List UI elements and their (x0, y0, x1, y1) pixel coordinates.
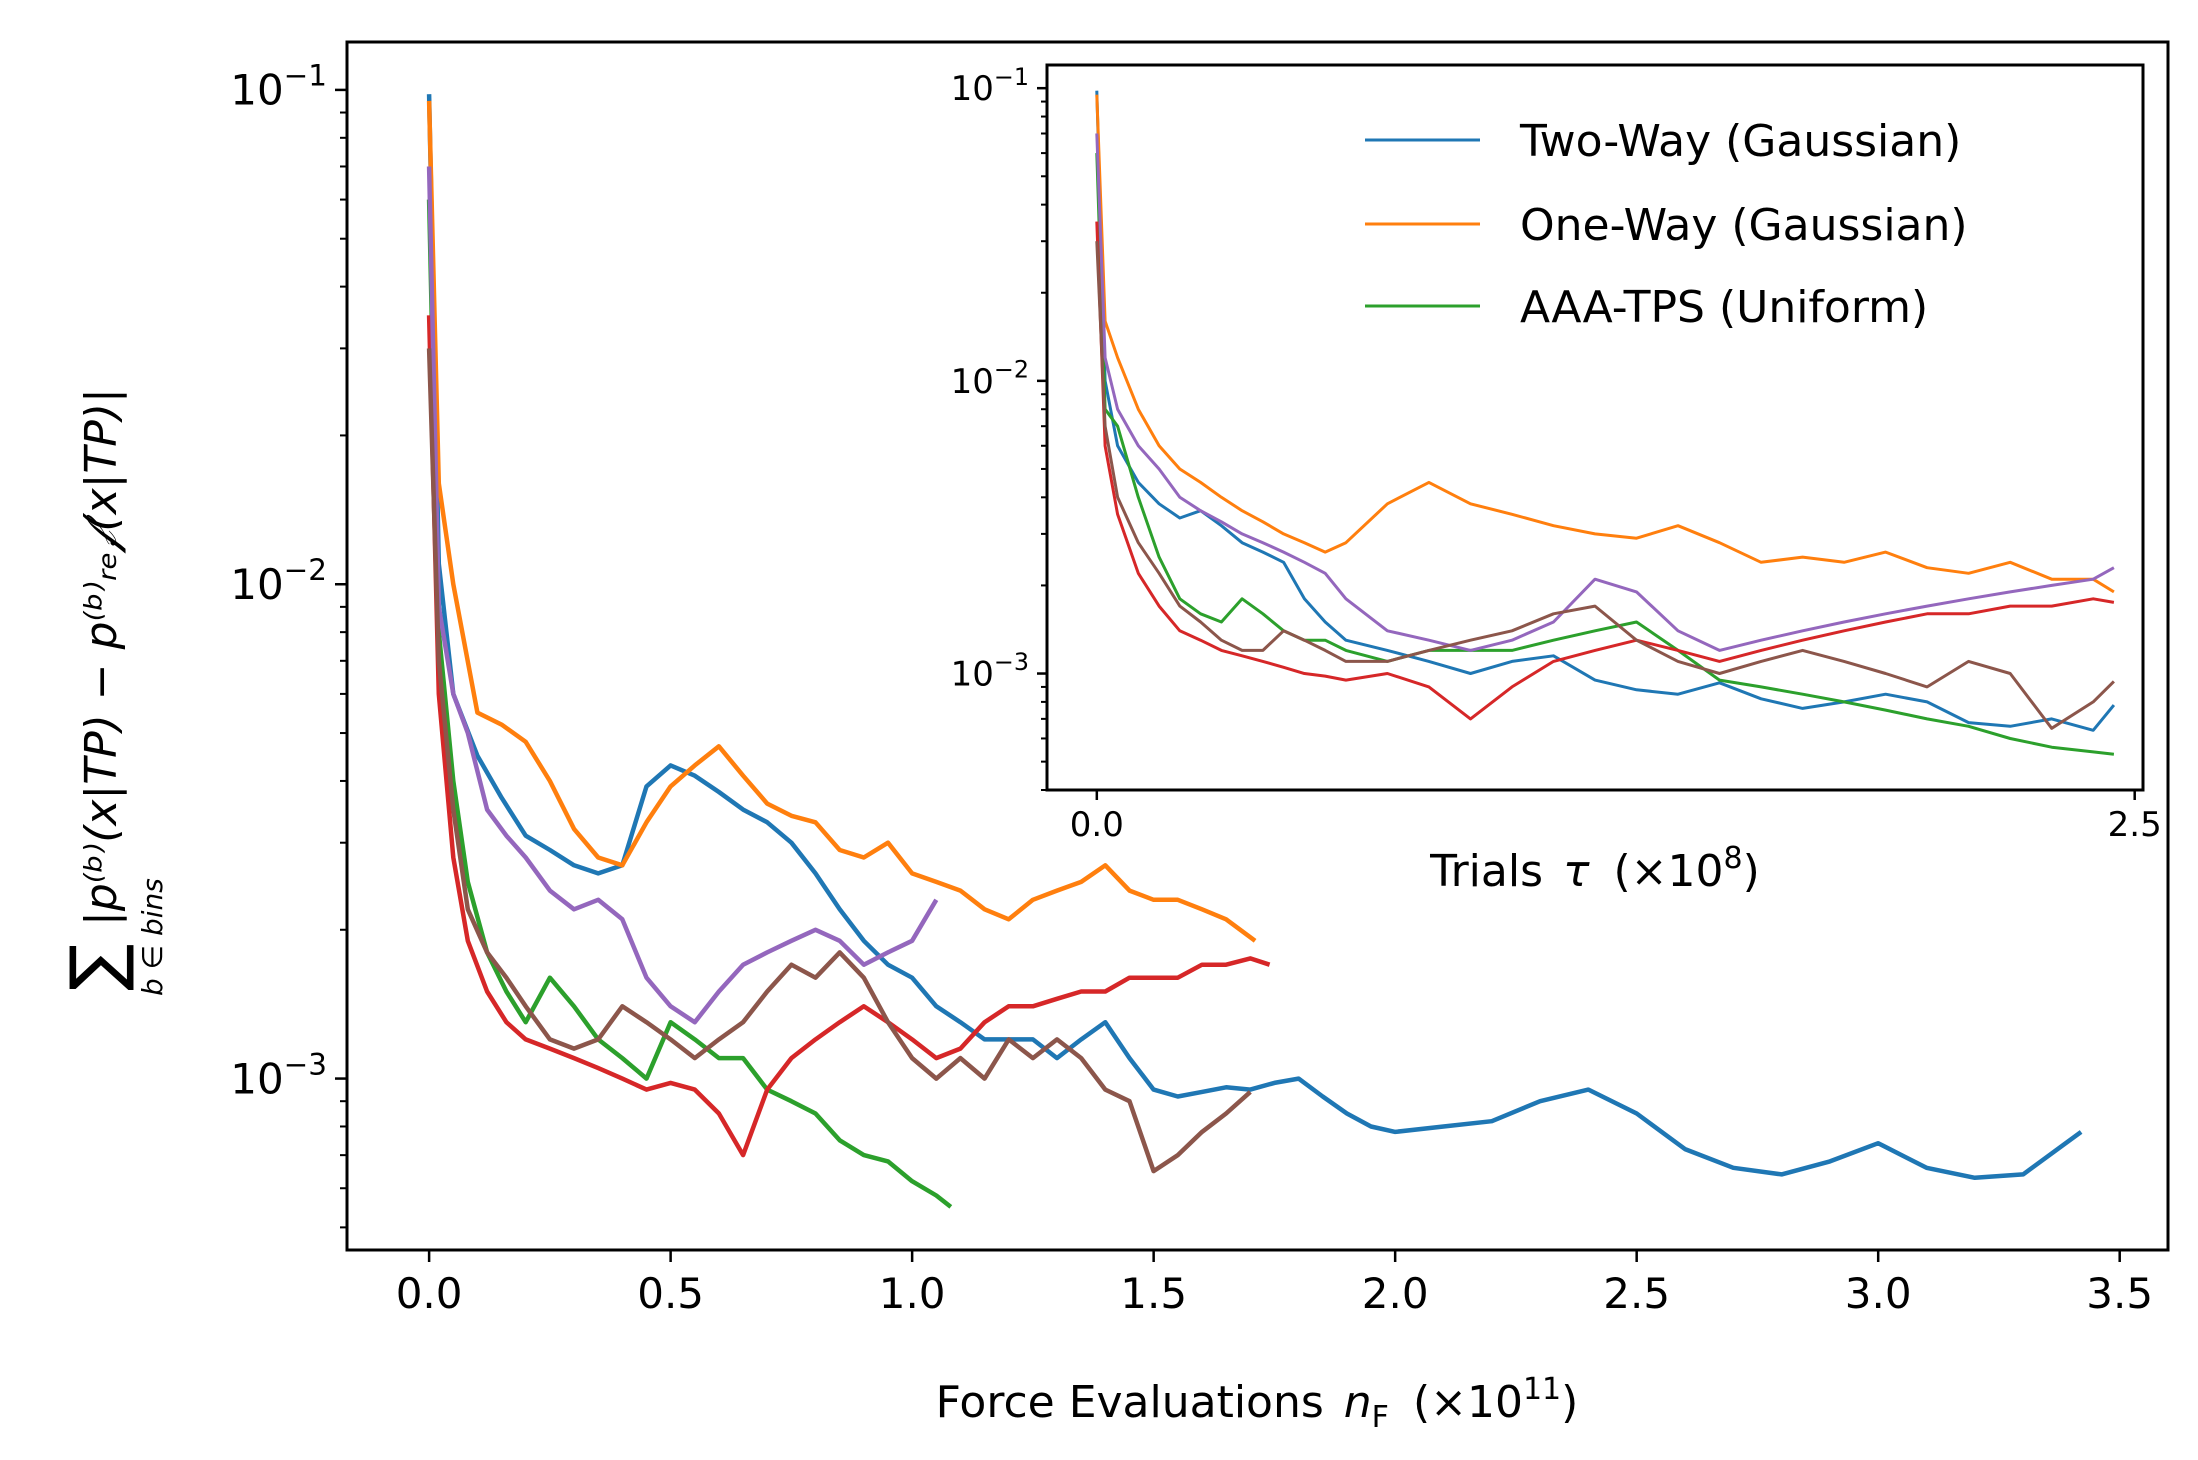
main-y-axis-sum: ∑ (55, 944, 137, 991)
main-y-tick-label: 10−1 (230, 59, 327, 115)
inset-series-line-4 (1095, 221, 2115, 721)
main-x-tick-label: 0.5 (637, 1269, 704, 1318)
main-plot-frame (345, 40, 2170, 1252)
inset-y-tick-label: 10−1 (951, 63, 1029, 109)
inset-plot-frame (1045, 63, 2145, 792)
inset-series-line-1 (1095, 90, 2116, 732)
inset-x-tick-label: 0.0 (1070, 805, 1124, 845)
main-y-axis-label: ∑ b ∈ bins |p⁽ᵇ⁾(x|TP) − p⁽ᵇ⁾ᵣₑ𝒻(x|TP)| (55, 388, 169, 996)
inset-legend: Two-Way (Gaussian) One-Way (Gaussian) AA… (1365, 116, 1968, 333)
inset-series-line-2 (1095, 94, 2115, 594)
inset-y-tick-label: 10−2 (951, 355, 1029, 401)
main-x-tick-label: 3.0 (1845, 1269, 1912, 1318)
legend-label-aaa-tps: AAA-TPS (Uniform) (1520, 282, 1928, 333)
main-x-tick-label: 3.5 (2086, 1269, 2153, 1318)
inset-series-line-5 (1095, 133, 2115, 652)
main-series-line-4 (426, 315, 1271, 1158)
inset-y-tick-label: 10−3 (951, 648, 1029, 694)
inset-x-axis-label: Trials τ (×108) (1429, 841, 1760, 897)
main-x-axis-label: Force Evaluations nF (×1011) (936, 1372, 1579, 1438)
main-x-tick-label: 2.0 (1362, 1269, 1429, 1318)
main-series-line-2 (426, 100, 1257, 943)
main-series-line-5 (426, 166, 939, 1025)
main-x-tick-label: 2.5 (1603, 1269, 1670, 1318)
inset-background (1047, 65, 2143, 790)
inset-series-line-6 (1095, 241, 2115, 730)
main-y-tick-label: 10−3 (230, 1047, 327, 1103)
main-y-axis-expression: |p⁽ᵇ⁾(x|TP) − p⁽ᵇ⁾ᵣₑ𝒻(x|TP)| (76, 388, 127, 926)
legend-label-two-way: Two-Way (Gaussian) (1519, 116, 1961, 167)
inset-plot: 0.0 2.5 10−3 10−2 10−1 Trials τ (×108) Two-… (951, 63, 2162, 897)
main-y-tick-label: 10−2 (230, 553, 327, 609)
main-y-axis-sum-subscript: b ∈ bins (136, 878, 169, 996)
main-x-tick-label: 0.0 (396, 1269, 463, 1318)
main-x-tick-label: 1.5 (1120, 1269, 1187, 1318)
inset-x-tick-label: 2.5 (2108, 805, 2162, 845)
main-plot: 0.0 0.5 1.0 1.5 2.0 2.5 3.0 3.5 10−3 10−2 10−1 Fo… (55, 40, 2170, 1438)
main-x-tick-label: 1.0 (879, 1269, 946, 1318)
legend-label-one-way: One-Way (Gaussian) (1520, 200, 1968, 251)
main-series-line-6 (426, 348, 1252, 1174)
